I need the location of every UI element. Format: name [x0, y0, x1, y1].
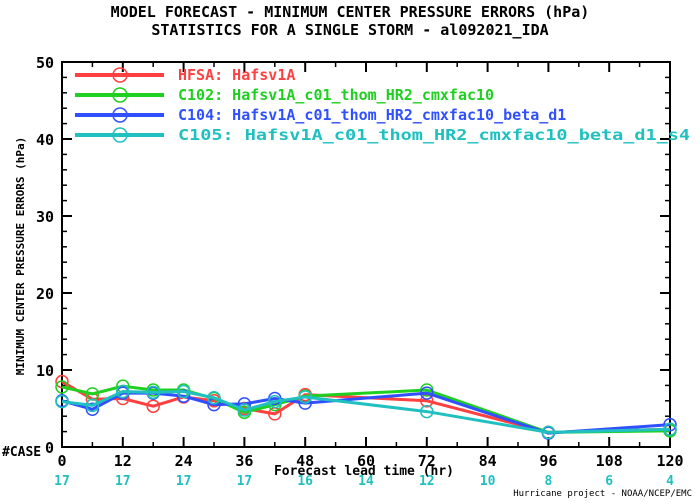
legend-marker-3 — [112, 107, 128, 123]
series-4-point — [237, 403, 252, 417]
legend-label-1: HFSA: Hafsv1A — [178, 66, 295, 84]
legend-label-4: C105: Hafsv1A_c01_thom_HR2_cmxfac10_beta… — [178, 126, 690, 144]
case-count: 17 — [176, 474, 192, 489]
y-tick-label: 10 — [36, 362, 54, 380]
y-tick-label: 30 — [36, 208, 54, 226]
series-4-point — [176, 384, 191, 399]
x-tick-label: 48 — [296, 452, 314, 470]
x-tick-label: 72 — [418, 452, 436, 470]
series-2-point — [55, 380, 69, 394]
legend-marker-1 — [112, 67, 128, 83]
x-tick-label: 12 — [114, 452, 132, 470]
series-4-point — [298, 390, 312, 404]
series-1-point — [420, 394, 434, 408]
x-tick-label: 0 — [57, 452, 66, 470]
series-1-point — [146, 399, 160, 413]
case-count: 17 — [237, 474, 253, 489]
case-count: 4 — [666, 474, 674, 489]
series-4-point — [85, 398, 100, 413]
legend-label-2: C102: Hafsv1A_c01_thom_HR2_cmxfac10 — [178, 86, 494, 104]
case-count: 12 — [419, 474, 435, 489]
case-count: 14 — [358, 474, 374, 489]
x-tick-label: 96 — [539, 452, 557, 470]
x-tick-label: 108 — [596, 452, 623, 470]
credit-text: Hurricane project - NOAA/NCEP/EMC — [513, 489, 692, 499]
case-count: 17 — [115, 474, 131, 489]
chart-title: MODEL FORECAST - MINIMUM CENTER PRESSURE… — [111, 3, 590, 21]
case-count: 8 — [544, 474, 552, 489]
y-tick-label: 50 — [36, 54, 54, 72]
series-4-point — [116, 384, 130, 399]
series-3-point — [85, 402, 100, 417]
x-tick-label: 36 — [235, 452, 253, 470]
chart-subtitle: STATISTICS FOR A SINGLE STORM - al092021… — [151, 21, 548, 39]
x-tick-label: 120 — [656, 452, 683, 470]
case-count: 6 — [605, 474, 613, 489]
y-axis-label: MINIMUM CENTER PRESSURE ERRORS (hPa) — [14, 137, 27, 375]
series-4-point — [55, 394, 69, 409]
case-label: #CASE — [2, 445, 41, 460]
series-3-point — [420, 386, 434, 400]
series-4-point — [268, 394, 282, 409]
series-4-point — [207, 390, 221, 405]
series-4-point — [420, 404, 434, 419]
y-tick-label: 20 — [36, 285, 54, 303]
case-count: 10 — [480, 474, 496, 489]
x-tick-label: 60 — [357, 452, 375, 470]
y-tick-label: 0 — [45, 439, 54, 457]
series-4-point — [541, 425, 556, 440]
legend-marker-2 — [112, 87, 128, 103]
series-4-point — [146, 385, 160, 400]
x-tick-label: 84 — [479, 452, 497, 470]
series-4-point — [663, 422, 677, 437]
legend-label-3: C104: Hafsv1A_c01_thom_HR2_cmxfac10_beta… — [178, 106, 566, 124]
legend-marker-4 — [112, 127, 128, 143]
x-axis-label: Forecast lead time (hr) — [274, 464, 454, 479]
case-count: 16 — [297, 474, 313, 489]
x-tick-label: 24 — [175, 452, 193, 470]
y-tick-label: 40 — [36, 131, 54, 149]
case-count: 17 — [54, 474, 70, 489]
